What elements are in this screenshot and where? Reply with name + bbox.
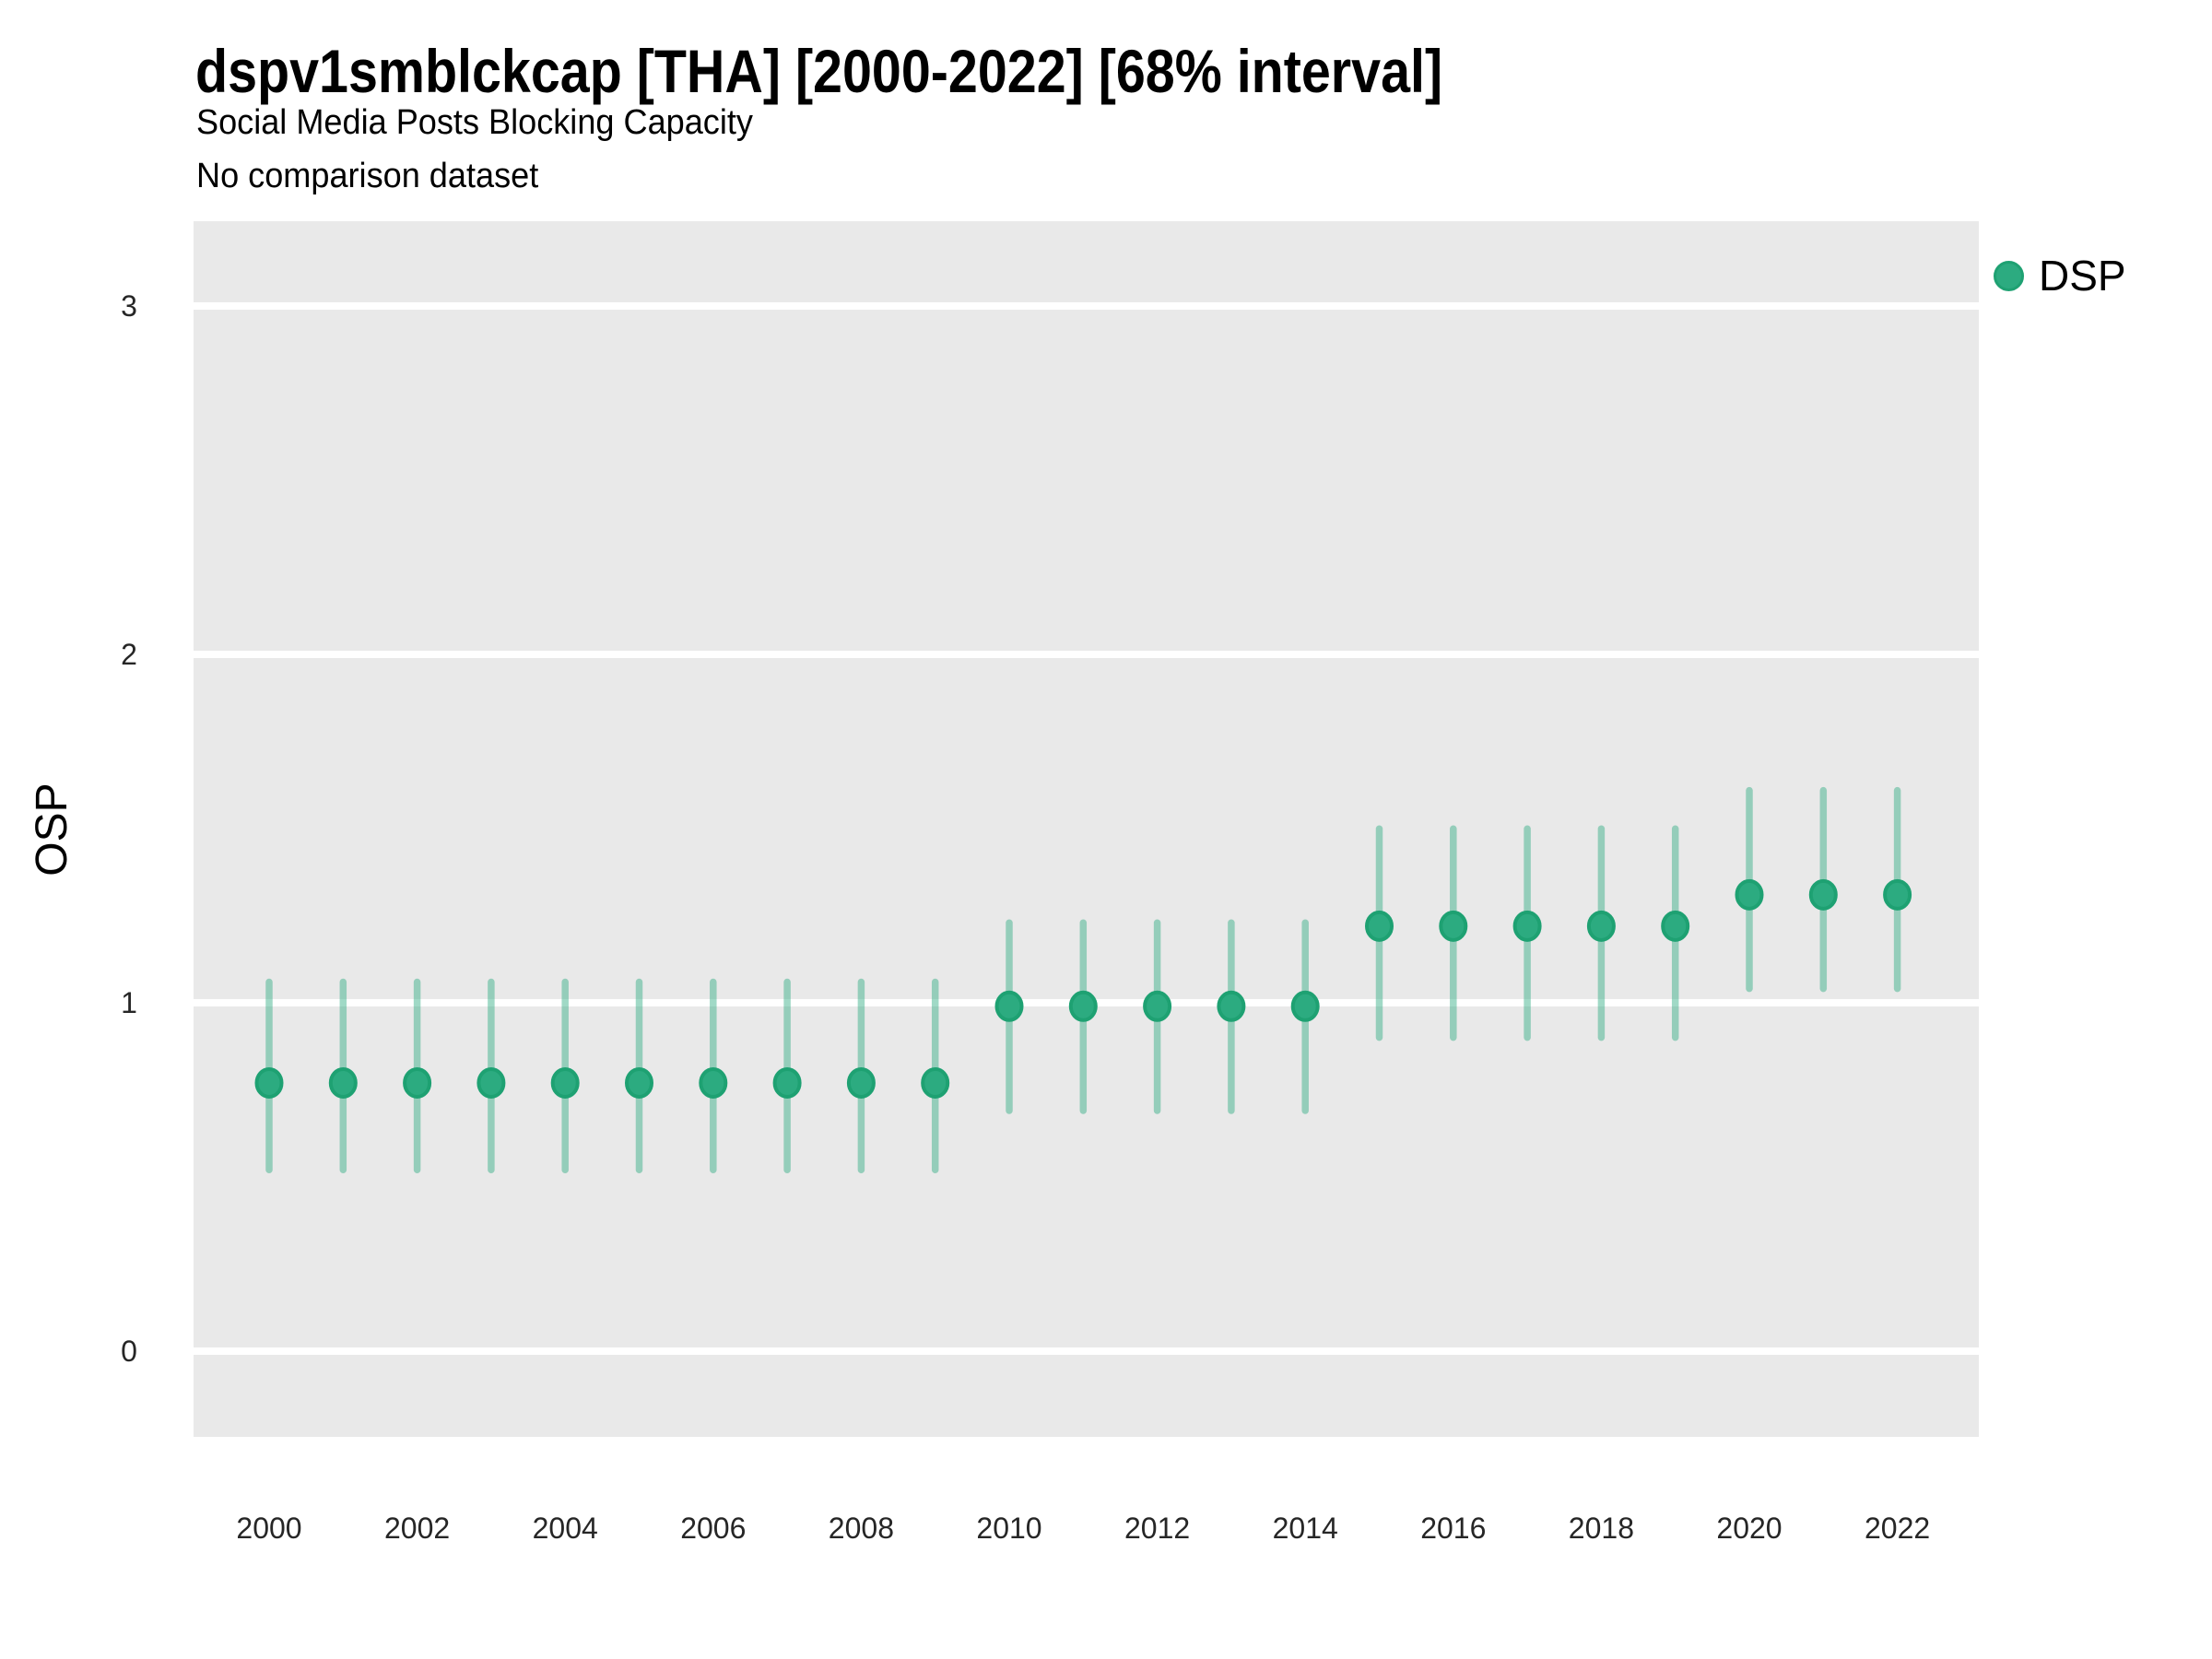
x-tick-label: 2018 <box>1569 1512 1634 1545</box>
plot-panel <box>194 221 1979 1437</box>
data-point <box>1217 990 1246 1022</box>
data-point <box>1143 990 1172 1022</box>
x-tick-label: 2022 <box>1865 1512 1930 1545</box>
legend-circle-icon <box>1994 261 2024 291</box>
x-tick-label: 2004 <box>533 1512 598 1545</box>
data-point <box>1883 878 1912 911</box>
legend-label-dsp: DSP <box>2039 252 2126 300</box>
x-tick-label: 2006 <box>680 1512 746 1545</box>
data-point <box>328 1066 358 1099</box>
legend: DSP <box>1994 252 2126 300</box>
x-tick-label: 2012 <box>1124 1512 1190 1545</box>
x-tick-label: 2014 <box>1273 1512 1338 1545</box>
x-tick-label: 2010 <box>976 1512 1041 1545</box>
data-point <box>846 1066 876 1099</box>
data-point <box>1661 910 1690 942</box>
x-tick-label: 2020 <box>1716 1512 1782 1545</box>
data-point <box>994 990 1024 1022</box>
x-tick-label: 2002 <box>384 1512 450 1545</box>
data-point <box>1586 910 1616 942</box>
x-tick-label: 2000 <box>236 1512 301 1545</box>
data-point <box>403 1066 432 1099</box>
data-point <box>254 1066 284 1099</box>
x-tick-label: 2008 <box>829 1512 894 1545</box>
data-point <box>699 1066 728 1099</box>
x-tick-label: 2016 <box>1420 1512 1486 1545</box>
y-tick-label: 1 <box>121 986 137 1019</box>
data-point <box>1439 910 1468 942</box>
y-tick-label: 3 <box>121 289 137 323</box>
chart-title: dspv1smblckcap [THA] [2000-2022] [68% in… <box>195 37 1443 105</box>
data-point <box>1808 878 1838 911</box>
data-point <box>772 1066 802 1099</box>
y-tick-label: 0 <box>121 1335 137 1368</box>
y-tick-label: 2 <box>121 638 137 671</box>
data-point <box>477 1066 506 1099</box>
data-point <box>550 1066 580 1099</box>
data-point <box>1068 990 1098 1022</box>
data-point <box>1365 910 1394 942</box>
data-point <box>1512 910 1542 942</box>
data-point <box>921 1066 950 1099</box>
chart-subtitle: Social Media Posts Blocking Capacity <box>196 103 753 142</box>
data-point <box>1735 878 1764 911</box>
y-axis-title: OSP <box>28 782 76 877</box>
data-point <box>1290 990 1320 1022</box>
data-point <box>625 1066 653 1099</box>
chart-note: No comparison dataset <box>196 157 539 195</box>
